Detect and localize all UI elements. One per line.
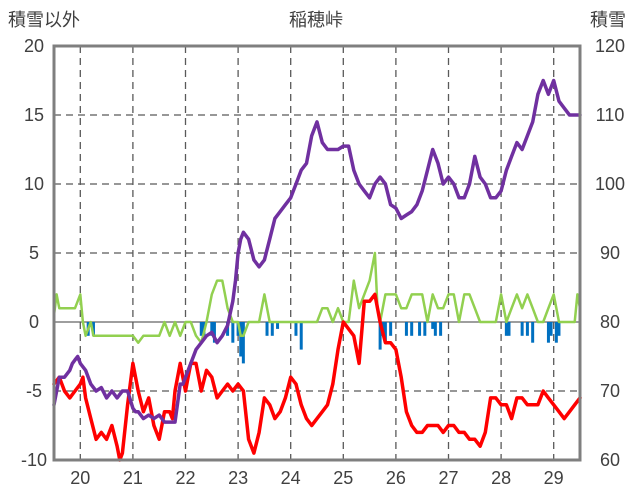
x-tick-label: 25 [333, 468, 353, 488]
bar [404, 322, 408, 336]
bar [507, 322, 511, 336]
bar [433, 322, 437, 336]
x-tick-label: 28 [491, 468, 511, 488]
bar [212, 322, 216, 343]
bar [546, 322, 550, 343]
x-tick-label: 20 [70, 468, 90, 488]
right-tick-label: 90 [600, 243, 620, 263]
bar [549, 322, 553, 336]
left-tick-label: -10 [21, 450, 47, 470]
bar [236, 322, 240, 336]
bar [231, 322, 235, 343]
tick-labels: 20 15 10 5 0 -5 -10 120 110 100 90 80 70 60 20 21 22 23 24… [21, 36, 625, 488]
x-tick-label: 26 [386, 468, 406, 488]
x-tick-label: 21 [123, 468, 143, 488]
left-tick-label: 15 [24, 105, 44, 125]
x-tick-label: 23 [228, 468, 248, 488]
bar [241, 322, 245, 364]
bar [270, 322, 274, 336]
right-tick-label: 120 [595, 36, 625, 56]
bar [265, 322, 269, 336]
bar [531, 322, 535, 343]
left-tick-label: 10 [24, 174, 44, 194]
bar [294, 322, 298, 336]
bar [276, 322, 280, 329]
x-tick-label: 27 [438, 468, 458, 488]
plot-frame [52, 44, 582, 462]
right-tick-label: 70 [600, 381, 620, 401]
bar [423, 322, 427, 336]
left-tick-label: 20 [24, 36, 44, 56]
left-tick-label: 5 [29, 243, 39, 263]
bar [431, 322, 435, 329]
bar [199, 322, 203, 336]
bar [239, 322, 243, 357]
bar [410, 322, 414, 336]
bar [389, 322, 393, 336]
bar [383, 322, 387, 343]
bar [91, 322, 95, 336]
right-tick-label: 100 [595, 174, 625, 194]
bar [557, 322, 561, 336]
bar [520, 322, 524, 336]
bar [210, 322, 214, 336]
bar [418, 322, 422, 336]
right-tick-label: 80 [600, 312, 620, 332]
right-tick-label: 110 [596, 105, 625, 125]
bar [378, 322, 382, 350]
grid-lines [54, 46, 580, 460]
x-tick-label: 29 [544, 468, 564, 488]
bar [299, 322, 303, 350]
right-tick-label: 60 [600, 450, 620, 470]
bar [554, 322, 558, 343]
bar [504, 322, 508, 336]
x-tick-label: 22 [175, 468, 195, 488]
bar [525, 322, 529, 336]
left-tick-label: 0 [29, 312, 39, 332]
x-tick-label: 24 [281, 468, 301, 488]
series-line [52, 251, 582, 344]
left-tick-label: -5 [26, 381, 42, 401]
right-axis-label: 積雪 [590, 10, 626, 30]
left-axis-label: 積雪以外 [8, 10, 80, 30]
bar [439, 322, 443, 336]
series-line [52, 292, 582, 462]
chart-title: 稲穂峠 [289, 10, 343, 30]
line-series [52, 78, 582, 462]
series-line [52, 78, 582, 424]
